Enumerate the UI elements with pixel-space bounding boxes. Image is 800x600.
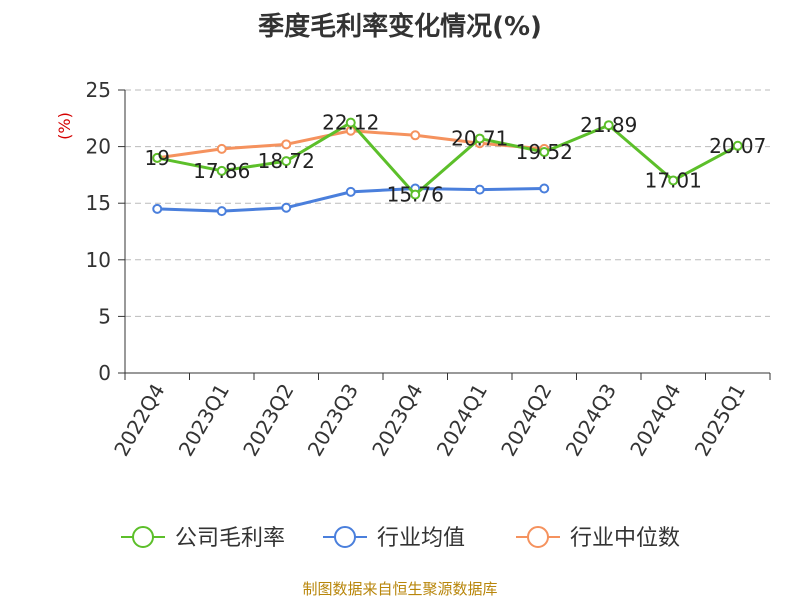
data-point: [152, 203, 163, 214]
y-tick-label: 15: [86, 191, 111, 215]
grid-lines: [125, 89, 770, 317]
x-tick-label: 2024Q3: [561, 380, 621, 461]
data-point: [281, 156, 292, 167]
x-tick-label: 2025Q1: [690, 380, 750, 461]
series-layer: [152, 117, 743, 217]
legend-swatch-marker: [527, 526, 549, 548]
data-label: 17.01: [645, 168, 702, 192]
data-label: 18.72: [258, 149, 315, 173]
data-point: [539, 183, 550, 194]
legend-item[interactable]: 公司毛利率: [121, 526, 285, 551]
data-point: [216, 165, 227, 176]
data-point: [410, 189, 421, 200]
data-labels: 19 17.86 18.72 22.12 15.76 20.71 19.52 21.89 17.…: [145, 111, 767, 207]
x-tick-label: 2023Q2: [238, 380, 298, 461]
data-label: 21.89: [580, 113, 637, 137]
data-point: [281, 139, 292, 150]
data-label: 22.12: [322, 111, 379, 135]
y-tick-label: 5: [98, 304, 111, 328]
x-tick-label: 2023Q3: [303, 380, 363, 461]
data-point: [216, 143, 227, 154]
legend-label: 行业中位数: [570, 526, 680, 551]
data-label: 19.52: [516, 140, 573, 164]
data-point: [152, 152, 163, 163]
data-point: [474, 184, 485, 195]
series-line: [156, 121, 739, 197]
data-point: [281, 202, 292, 213]
x-tick-label: 2024Q2: [496, 380, 556, 461]
legend-swatch-marker: [334, 526, 356, 548]
x-tick-label: 2023Q4: [367, 380, 427, 461]
y-tick-label: 20: [86, 135, 111, 159]
y-tick-label: 10: [86, 248, 111, 272]
legend[interactable]: 公司毛利率 行业均值 行业中位数: [121, 526, 680, 551]
data-point: [474, 133, 485, 144]
legend-swatch-marker: [132, 526, 154, 548]
y-tick-label: 25: [86, 78, 111, 102]
data-label: 20.71: [451, 127, 508, 151]
data-point: [603, 120, 614, 131]
y-tick-label: 0: [98, 361, 111, 385]
source-note: 制图数据来自恒生聚源数据库: [302, 580, 498, 598]
legend-label: 公司毛利率: [175, 526, 285, 551]
x-tick-label: 2024Q1: [432, 380, 492, 461]
data-point: [732, 140, 743, 151]
legend-label: 行业均值: [377, 526, 465, 551]
x-tick-label: 2022Q4: [109, 380, 169, 461]
y-axis-unit-label: (%): [55, 112, 74, 140]
data-label: 17.86: [193, 159, 250, 183]
legend-item[interactable]: 行业均值: [323, 526, 465, 551]
data-label: 20.07: [709, 134, 766, 158]
data-point: [668, 175, 679, 186]
x-tick-label: 2024Q4: [625, 380, 685, 461]
data-label: 15.76: [387, 183, 444, 207]
data-point: [216, 206, 227, 217]
x-tick-label: 2023Q1: [174, 380, 234, 461]
chart-title: 季度毛利率变化情况(%): [258, 12, 542, 42]
data-label: 19: [145, 146, 170, 170]
data-point: [345, 186, 356, 197]
data-point: [410, 130, 421, 141]
data-point: [539, 147, 550, 158]
data-point: [345, 117, 356, 128]
legend-item[interactable]: 行业中位数: [516, 526, 680, 551]
